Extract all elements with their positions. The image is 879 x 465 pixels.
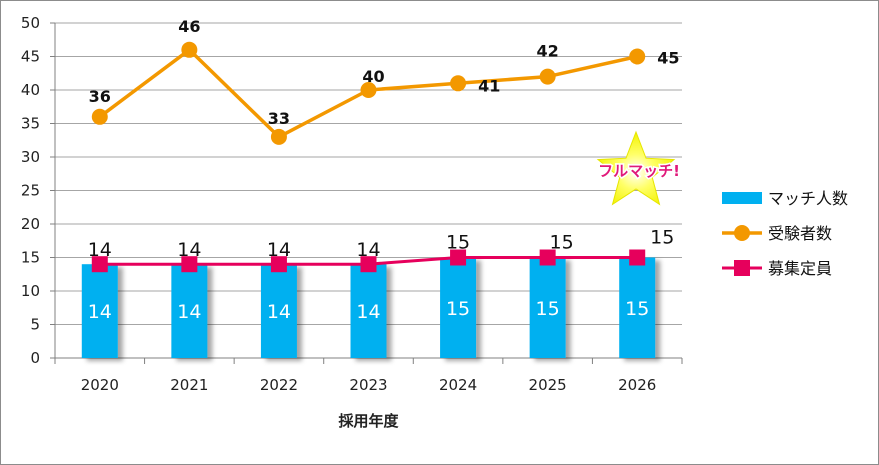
x-tick-label: 2020 bbox=[81, 376, 119, 394]
quota-data-label: 15 bbox=[650, 227, 674, 249]
y-tick-label: 40 bbox=[21, 81, 40, 99]
bar-data-label: 15 bbox=[625, 298, 649, 320]
y-tick-label: 35 bbox=[21, 115, 40, 133]
y-tick-label: 50 bbox=[21, 14, 40, 32]
quota-data-label: 14 bbox=[88, 239, 112, 261]
bar-match-2022[interactable] bbox=[260, 264, 297, 358]
exam-data-label: 40 bbox=[362, 67, 384, 86]
exam-data-label: 42 bbox=[537, 42, 559, 61]
legend-label[interactable]: 募集定員 bbox=[768, 259, 832, 278]
y-tick-label: 25 bbox=[21, 182, 40, 200]
bar-data-label: 14 bbox=[267, 301, 291, 323]
bar-match-2024[interactable] bbox=[440, 257, 477, 359]
x-tick-label: 2025 bbox=[529, 376, 567, 394]
y-tick-label: 0 bbox=[30, 349, 40, 367]
y-tick-label: 5 bbox=[30, 316, 40, 334]
legend-marker-quota bbox=[734, 260, 750, 276]
point-quota-2025[interactable] bbox=[539, 249, 556, 266]
bar-data-label: 15 bbox=[536, 298, 560, 320]
quota-data-label: 14 bbox=[267, 239, 291, 261]
quota-data-label: 15 bbox=[550, 232, 574, 254]
y-tick-label: 10 bbox=[21, 282, 40, 300]
x-tick-label: 2022 bbox=[260, 376, 298, 394]
x-tick-label: 2026 bbox=[618, 376, 656, 394]
point-exam-2026[interactable] bbox=[629, 48, 646, 65]
point-quota-2026[interactable] bbox=[629, 249, 646, 266]
quota-data-label: 14 bbox=[356, 239, 380, 261]
point-exam-2025[interactable] bbox=[539, 68, 556, 85]
legend-marker-exam bbox=[734, 225, 750, 241]
bar-data-label: 14 bbox=[356, 301, 380, 323]
bar-data-label: 15 bbox=[446, 298, 470, 320]
legend-swatch-match bbox=[722, 192, 762, 204]
exam-data-label: 46 bbox=[178, 17, 200, 36]
x-tick-label: 2024 bbox=[439, 376, 477, 394]
x-axis-title: 採用年度 bbox=[338, 412, 399, 430]
point-exam-2023[interactable] bbox=[360, 82, 377, 98]
bar-match-2025[interactable] bbox=[529, 257, 566, 359]
annotation-full-match: フルマッチ! bbox=[598, 162, 680, 180]
x-tick-label: 2023 bbox=[349, 376, 387, 394]
bar-match-2020[interactable] bbox=[81, 264, 118, 358]
exam-data-label: 45 bbox=[657, 49, 679, 68]
exam-data-label: 41 bbox=[478, 76, 500, 95]
point-quota-2020[interactable] bbox=[91, 256, 108, 273]
y-tick-label: 45 bbox=[21, 48, 40, 66]
point-quota-2022[interactable] bbox=[270, 256, 287, 273]
point-exam-2024[interactable] bbox=[450, 75, 467, 92]
point-quota-2023[interactable] bbox=[360, 256, 377, 273]
exam-data-label: 33 bbox=[268, 109, 290, 128]
bar-match-2023[interactable] bbox=[350, 264, 387, 358]
point-exam-2022[interactable] bbox=[270, 128, 287, 145]
exam-data-label: 36 bbox=[89, 87, 111, 106]
quota-data-label: 14 bbox=[177, 239, 201, 261]
point-exam-2021[interactable] bbox=[181, 41, 198, 58]
y-tick-label: 15 bbox=[21, 249, 40, 267]
x-tick-label: 2021 bbox=[170, 376, 208, 394]
point-quota-2021[interactable] bbox=[181, 256, 198, 273]
point-exam-2020[interactable] bbox=[91, 108, 108, 125]
legend-label[interactable]: 受験者数 bbox=[768, 224, 832, 243]
point-quota-2024[interactable] bbox=[450, 249, 467, 266]
bar-match-2026[interactable] bbox=[619, 257, 656, 359]
legend-label[interactable]: マッチ人数 bbox=[768, 189, 848, 208]
y-tick-label: 20 bbox=[21, 215, 40, 233]
quota-data-label: 15 bbox=[446, 232, 470, 254]
bar-data-label: 14 bbox=[88, 301, 112, 323]
bar-data-label: 14 bbox=[177, 301, 201, 323]
star-icon bbox=[596, 130, 676, 206]
y-tick-label: 30 bbox=[21, 148, 40, 166]
bar-match-2021[interactable] bbox=[171, 264, 208, 358]
